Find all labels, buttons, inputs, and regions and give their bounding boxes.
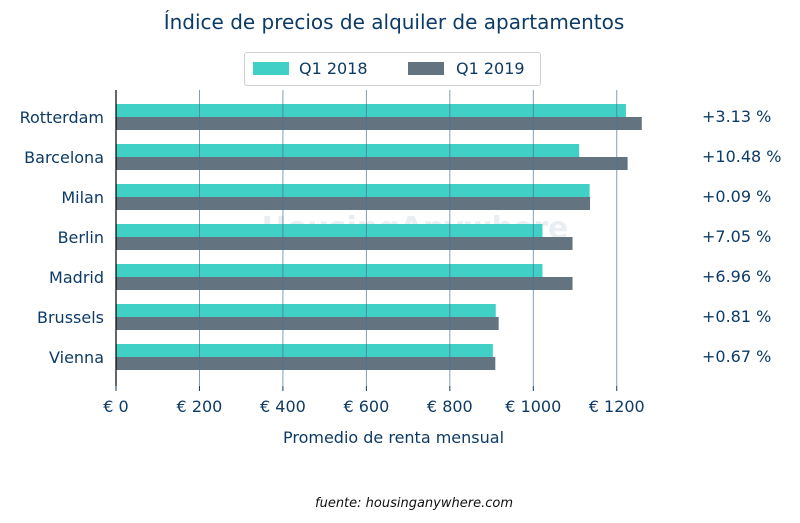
x-tick-label-1000: € 1000 (505, 397, 561, 416)
change-label-berlin: +7.05 % (702, 227, 771, 246)
bar-madrid-q1-2019 (116, 277, 573, 290)
x-tick-label-0: € 0 (103, 397, 128, 416)
change-label-rotterdam: +3.13 % (702, 107, 771, 126)
y-tick-label-vienna: Vienna (49, 348, 104, 367)
x-tick-label-600: € 600 (343, 397, 389, 416)
chart-title: Índice de precios de alquiler de apartam… (163, 10, 625, 34)
x-axis-label: Promedio de renta mensual (282, 428, 505, 447)
bar-berlin-q1-2019 (116, 237, 573, 250)
bar-berlin-q1-2018 (116, 224, 543, 237)
y-tick-label-berlin: Berlin (58, 228, 104, 247)
y-tick-label-brussels: Brussels (37, 308, 104, 327)
legend-swatch-q1-2019 (408, 62, 444, 75)
x-tick-label-200: € 200 (177, 397, 223, 416)
source-note: fuente: housinganywhere.com (315, 496, 513, 511)
legend: Q1 2018 Q1 2019 (244, 52, 541, 86)
bar-vienna-q1-2018 (116, 344, 493, 357)
y-tick-label-milan: Milan (61, 188, 104, 207)
y-tick-label-rotterdam: Rotterdam (20, 108, 104, 127)
legend-label-q1-2019: Q1 2019 (456, 59, 525, 78)
bar-brussels-q1-2019 (116, 317, 499, 330)
change-label-madrid: +6.96 % (702, 267, 771, 286)
bar-vienna-q1-2019 (116, 357, 496, 370)
x-tick-label-1200: € 1200 (589, 397, 645, 416)
change-label-brussels: +0.81 % (702, 307, 771, 326)
x-tick-label-400: € 400 (260, 397, 306, 416)
y-tick-label-madrid: Madrid (49, 268, 104, 287)
x-tick-label-800: € 800 (427, 397, 473, 416)
bar-rotterdam-q1-2018 (116, 104, 626, 117)
bar-barcelona-q1-2018 (116, 144, 580, 157)
bar-milan-q1-2019 (116, 197, 591, 210)
change-label-vienna: +0.67 % (702, 347, 771, 366)
bar-madrid-q1-2018 (116, 264, 543, 277)
bar-milan-q1-2018 (116, 184, 590, 197)
y-tick-label-barcelona: Barcelona (24, 148, 104, 167)
bar-barcelona-q1-2019 (116, 157, 628, 170)
change-label-milan: +0.09 % (702, 187, 771, 206)
bar-rotterdam-q1-2019 (116, 117, 642, 130)
legend-swatch-q1-2018 (253, 62, 289, 75)
legend-label-q1-2018: Q1 2018 (299, 59, 368, 78)
bar-brussels-q1-2018 (116, 304, 496, 317)
change-label-barcelona: +10.48 % (702, 147, 782, 166)
